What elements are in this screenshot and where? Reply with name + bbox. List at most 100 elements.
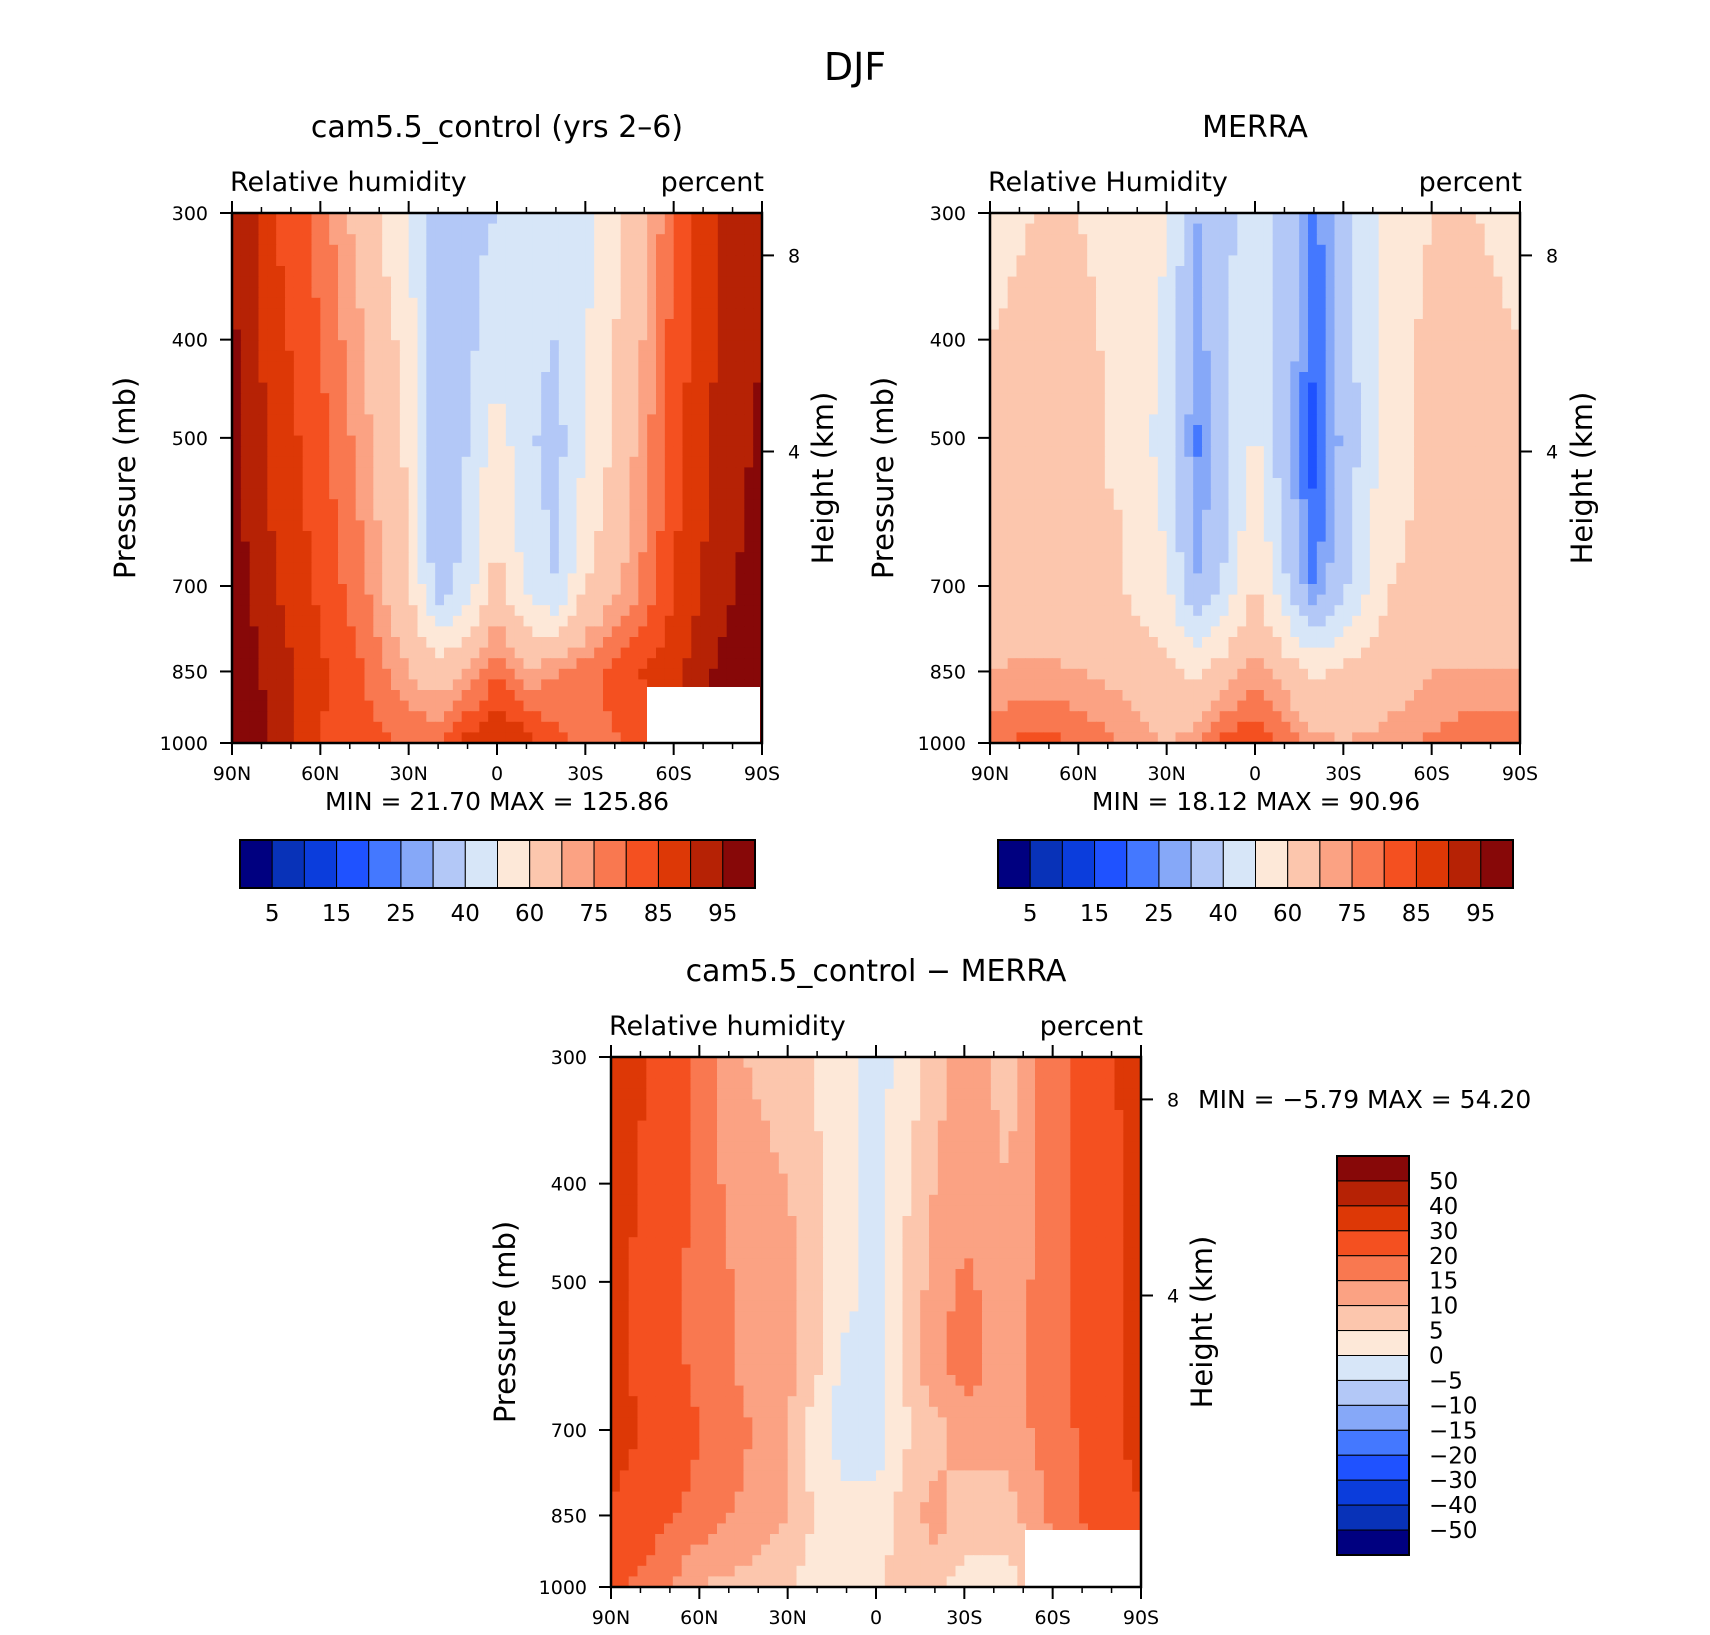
contour-cell	[990, 372, 999, 383]
contour-cell	[744, 436, 753, 447]
contour-cell	[990, 266, 999, 277]
contour-cell	[559, 690, 568, 701]
contour-cell	[356, 701, 365, 712]
contour-cell	[1308, 298, 1317, 309]
contour-cell	[1070, 245, 1079, 256]
contour-cell	[674, 584, 683, 595]
contour-cell	[1131, 499, 1140, 510]
contour-cell	[488, 340, 497, 351]
contour-cell	[603, 414, 612, 425]
contour-cell	[1485, 234, 1494, 245]
contour-cell	[1043, 308, 1052, 319]
contour-cell	[303, 658, 312, 669]
contour-cell	[356, 626, 365, 637]
contour-cell	[303, 701, 312, 712]
contour-cell	[1043, 372, 1052, 383]
contour-cell	[550, 234, 559, 245]
contour-cell	[232, 616, 241, 627]
contour-cell	[736, 595, 745, 606]
contour-cell	[1308, 213, 1317, 224]
contour-cell	[718, 266, 727, 277]
contour-cell	[267, 245, 276, 256]
contour-cell	[577, 319, 586, 330]
contour-cell	[1352, 510, 1361, 521]
contour-cell	[356, 425, 365, 436]
contour-cell	[999, 383, 1008, 394]
contour-cell	[541, 658, 550, 669]
contour-cell	[999, 457, 1008, 468]
contour-cell	[462, 510, 471, 521]
contour-cell	[524, 722, 533, 733]
contour-cell	[1317, 457, 1326, 468]
contour-cell	[1467, 520, 1476, 531]
contour-cell	[1449, 404, 1458, 415]
contour-cell	[568, 425, 577, 436]
contour-cell	[409, 531, 418, 542]
contour-cell	[320, 340, 329, 351]
contour-cell	[736, 393, 745, 404]
contour-cell	[550, 595, 559, 606]
contour-cell	[506, 308, 515, 319]
contour-cell	[718, 425, 727, 436]
contour-cell	[241, 383, 250, 394]
contour-cell	[250, 637, 259, 648]
contour-cell	[250, 446, 259, 457]
contour-cell	[497, 489, 506, 500]
contour-cell	[1140, 531, 1149, 542]
contour-cell	[568, 573, 577, 584]
contour-cell	[373, 658, 382, 669]
contour-cell	[294, 637, 303, 648]
contour-cell	[1299, 361, 1308, 372]
contour-cell	[294, 393, 303, 404]
contour-cell	[603, 436, 612, 447]
contour-cell	[1220, 499, 1229, 510]
contour-cell	[329, 510, 338, 521]
contour-cell	[1449, 436, 1458, 447]
contour-cell	[630, 404, 639, 415]
contour-cell	[1052, 287, 1061, 298]
contour-cell	[1237, 213, 1246, 224]
contour-cell	[418, 457, 427, 468]
contour-cell	[453, 287, 462, 298]
contour-cell	[497, 436, 506, 447]
contour-cell	[647, 542, 656, 553]
contour-cell	[1140, 478, 1149, 489]
contour-cell	[736, 616, 745, 627]
contour-cell	[1034, 404, 1043, 415]
contour-cell	[1414, 383, 1423, 394]
contour-cell	[479, 711, 488, 722]
contour-cell	[674, 372, 683, 383]
contour-cell	[1034, 457, 1043, 468]
contour-cell	[1449, 467, 1458, 478]
contour-cell	[683, 446, 692, 457]
contour-cell	[585, 648, 594, 659]
contour-cell	[718, 340, 727, 351]
contour-cell	[999, 489, 1008, 500]
contour-cell	[479, 520, 488, 531]
contour-cell	[444, 648, 453, 659]
contour-cell	[241, 626, 250, 637]
contour-cell	[727, 330, 736, 341]
contour-cell	[656, 393, 665, 404]
contour-cell	[356, 340, 365, 351]
contour-cell	[1343, 330, 1352, 341]
contour-cell	[1494, 340, 1503, 351]
contour-cell	[1008, 234, 1017, 245]
contour-cell	[303, 330, 312, 341]
contour-cell	[656, 255, 665, 266]
contour-cell	[471, 531, 480, 542]
contour-cell	[320, 277, 329, 288]
contour-cell	[700, 542, 709, 553]
contour-cell	[488, 552, 497, 563]
contour-cell	[382, 478, 391, 489]
contour-cell	[665, 351, 674, 362]
contour-cell	[744, 255, 753, 266]
contour-cell	[1432, 298, 1441, 309]
contour-cell	[1017, 287, 1026, 298]
contour-cell	[577, 245, 586, 256]
contour-cell	[638, 563, 647, 574]
contour-cell	[559, 658, 568, 669]
contour-cell	[373, 266, 382, 277]
contour-cell	[585, 245, 594, 256]
contour-cell	[638, 510, 647, 521]
